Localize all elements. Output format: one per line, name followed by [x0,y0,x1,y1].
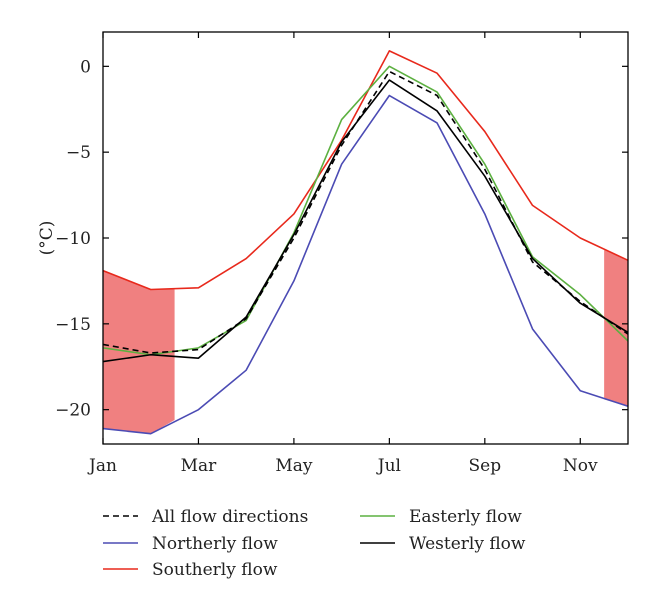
series-line-easterly-flow [102,65,629,356]
series-line-northerly-flow [102,94,629,435]
x-axis: Jan Mar May Jul Sep Nov [87,32,598,476]
x-tick-label: Jul [376,456,401,476]
y-axis: 0 −5 −10 −15 −20 [55,57,628,421]
y-tick-label: −5 [66,143,91,163]
shaded-region-2 [604,250,628,407]
y-tick-label: −20 [55,401,91,421]
x-tick-label: Sep [469,456,502,476]
legend-label-easterly-flow: Easterly flow [409,507,522,527]
series-lines [102,50,629,435]
x-tick-label: Jan [87,456,117,476]
x-tick-label: May [275,456,313,476]
series-line-all-flow-directions [102,70,629,354]
legend-label-northerly-flow: Northerly flow [152,534,278,554]
y-axis-label: (°C) [37,221,57,256]
y-tick-label: −10 [55,229,91,249]
shaded-region-1 [103,270,175,434]
series-line-southerly-flow [102,50,629,291]
y-tick-label: 0 [80,57,91,77]
x-tick-label: Mar [181,456,218,476]
legend-label-all-flow-directions: All flow directions [151,507,308,527]
legend-label-southerly-flow: Southerly flow [152,560,278,580]
legend: All flow directions Northerly flow Souther… [103,507,526,580]
x-tick-label: Nov [563,456,598,476]
legend-label-westerly-flow: Westerly flow [409,534,526,554]
series-line-westerly-flow [102,79,629,363]
shaded-regions [103,250,628,434]
y-tick-label: −15 [55,315,91,335]
